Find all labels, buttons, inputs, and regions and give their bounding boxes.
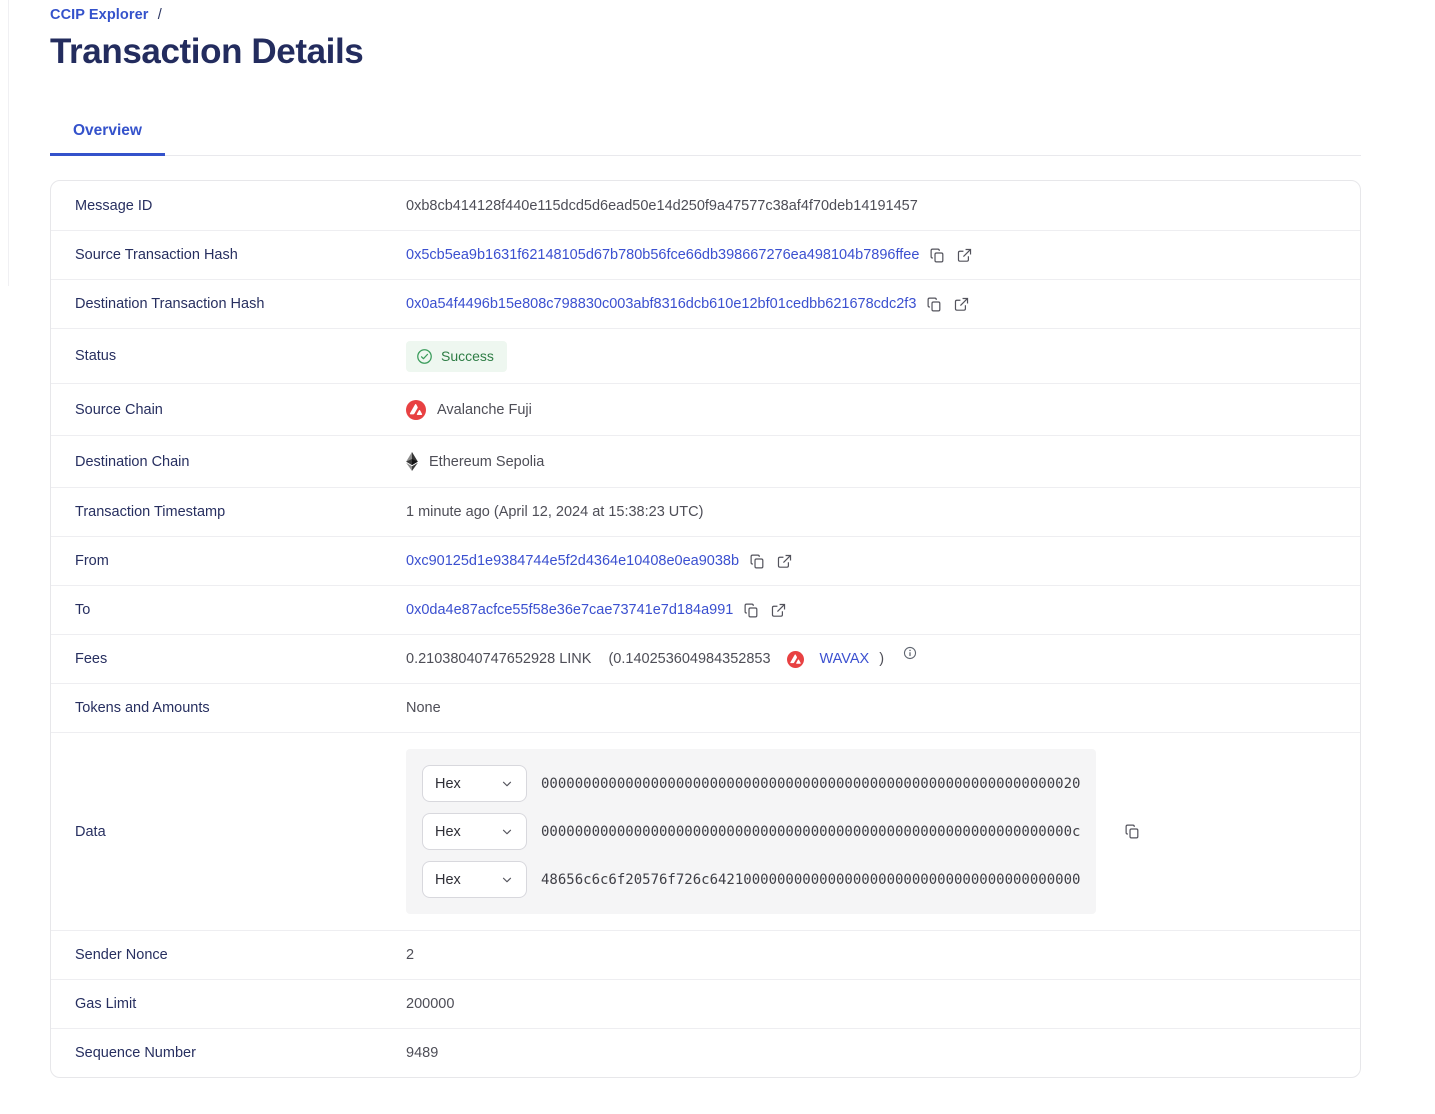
chevron-down-icon: [500, 825, 514, 839]
external-link-icon[interactable]: [953, 296, 970, 313]
external-link-icon[interactable]: [770, 602, 787, 619]
ethereum-icon: [406, 452, 418, 471]
to-address-link[interactable]: 0x0da4e87acfce55f58e36e7cae73741e7d184a9…: [406, 602, 734, 618]
hex-format-select[interactable]: Hex: [422, 813, 527, 850]
data-line-2: Hex 000000000000000000000000000000000000…: [422, 813, 1080, 850]
tab-overview[interactable]: Overview: [50, 122, 165, 156]
tokens-and-amounts-value: None: [406, 700, 441, 716]
table-row-destination-chain: Destination Chain Ethereum Sepolia: [51, 435, 1360, 487]
transaction-details-table: Message ID 0xb8cb414128f440e115dcd5d6ead…: [50, 180, 1361, 1078]
table-row-transaction-timestamp: Transaction Timestamp 1 minute ago (Apri…: [51, 487, 1360, 536]
row-label: Source Transaction Hash: [75, 247, 238, 263]
row-label: Sender Nonce: [75, 947, 168, 963]
table-row-tokens-and-amounts: Tokens and Amounts None: [51, 683, 1360, 732]
external-link-icon[interactable]: [776, 553, 793, 570]
external-link-icon[interactable]: [956, 247, 973, 264]
breadcrumb-link-ccip-explorer[interactable]: CCIP Explorer: [50, 7, 149, 23]
chevron-down-icon: [500, 873, 514, 887]
breadcrumb-separator: /: [157, 7, 162, 23]
copy-icon[interactable]: [743, 602, 760, 619]
fees-wavax-link[interactable]: WAVAX: [819, 651, 870, 667]
destination-chain-name: Ethereum Sepolia: [429, 453, 545, 470]
avalanche-icon: [406, 399, 426, 420]
data-hex-word-1: 0000000000000000000000000000000000000000…: [541, 775, 1081, 792]
copy-icon[interactable]: [1124, 823, 1141, 840]
table-row-message-id: Message ID 0xb8cb414128f440e115dcd5d6ead…: [51, 181, 1360, 230]
gas-limit-value: 200000: [406, 996, 455, 1012]
row-label: From: [75, 553, 109, 569]
status-badge-label: Success: [441, 348, 494, 364]
copy-icon[interactable]: [926, 296, 943, 313]
table-row-destination-transaction-hash: Destination Transaction Hash 0x0a54f4496…: [51, 279, 1360, 328]
data-hex-word-3: 48656c6c6f20576f726c64210000000000000000…: [541, 871, 1081, 888]
fees-wavax-amount: (0.140253604984352853: [608, 651, 771, 667]
from-address-link[interactable]: 0xc90125d1e9384744e5f2d4364e10408e0ea903…: [406, 553, 740, 569]
tab-bar: Overview: [50, 122, 1361, 156]
tab-overview-label: Overview: [73, 122, 142, 139]
table-row-status: Status Success: [51, 328, 1360, 383]
data-hex-panel: Hex 000000000000000000000000000000000000…: [406, 749, 1096, 914]
copy-icon[interactable]: [749, 553, 766, 570]
table-row-to: To 0x0da4e87acfce55f58e36e7cae73741e7d18…: [51, 585, 1360, 634]
table-row-sender-nonce: Sender Nonce 2: [51, 930, 1360, 979]
row-label: Status: [75, 348, 117, 364]
row-label: Source Chain: [75, 401, 163, 418]
row-label: Destination Chain: [75, 453, 190, 470]
info-icon[interactable]: [903, 646, 917, 664]
table-row-fees: Fees 0.21038040747652928 LINK (0.1402536…: [51, 634, 1360, 683]
row-label: Sequence Number: [75, 1045, 196, 1061]
table-row-source-chain: Source Chain Avalanche Fuji: [51, 383, 1360, 435]
row-label: Gas Limit: [75, 996, 137, 1012]
row-label: Transaction Timestamp: [75, 504, 226, 520]
row-label: Tokens and Amounts: [75, 700, 210, 716]
row-label: Data: [75, 823, 106, 840]
sequence-number-value: 9489: [406, 1045, 439, 1061]
breadcrumb: CCIP Explorer /: [50, 7, 1361, 23]
row-label: Message ID: [75, 197, 153, 214]
row-label: To: [75, 602, 91, 618]
check-circle-icon: [416, 348, 433, 365]
screen-edge-artifact: [8, 0, 9, 286]
status-badge: Success: [406, 340, 507, 372]
sender-nonce-value: 2: [406, 947, 415, 963]
table-row-sequence-number: Sequence Number 9489: [51, 1028, 1360, 1077]
data-line-3: Hex 48656c6c6f20576f726c6421000000000000…: [422, 861, 1080, 898]
table-row-from: From 0xc90125d1e9384744e5f2d4364e10408e0…: [51, 536, 1360, 585]
source-chain-name: Avalanche Fuji: [437, 401, 532, 418]
hex-format-select[interactable]: Hex: [422, 861, 527, 898]
row-label: Fees: [75, 651, 108, 667]
hex-format-select-value: Hex: [435, 823, 461, 840]
transaction-timestamp-value: 1 minute ago (April 12, 2024 at 15:38:23…: [406, 504, 704, 520]
chevron-down-icon: [500, 777, 514, 791]
main-content: CCIP Explorer / Transaction Details Over…: [50, 0, 1361, 1078]
data-hex-word-2: 0000000000000000000000000000000000000000…: [541, 823, 1081, 840]
source-transaction-hash-link[interactable]: 0x5cb5ea9b1631f62148105d67b780b56fce66db…: [406, 247, 920, 263]
table-row-source-transaction-hash: Source Transaction Hash 0x5cb5ea9b1631f6…: [51, 230, 1360, 279]
table-row-data: Data Hex 0000000000000000000000000000000…: [51, 732, 1360, 930]
data-line-1: Hex 000000000000000000000000000000000000…: [422, 765, 1080, 802]
table-row-gas-limit: Gas Limit 200000: [51, 979, 1360, 1028]
page-title: Transaction Details: [50, 32, 364, 71]
hex-format-select[interactable]: Hex: [422, 765, 527, 802]
hex-format-select-value: Hex: [435, 871, 461, 888]
row-label: Destination Transaction Hash: [75, 296, 265, 312]
fees-link-amount: 0.21038040747652928 LINK: [406, 651, 592, 667]
fees-close-paren: ): [879, 651, 885, 667]
copy-icon[interactable]: [929, 247, 946, 264]
avalanche-icon: [786, 650, 804, 668]
destination-transaction-hash-link[interactable]: 0x0a54f4496b15e808c798830c003abf8316dcb6…: [406, 296, 917, 312]
hex-format-select-value: Hex: [435, 775, 461, 792]
message-id-value: 0xb8cb414128f440e115dcd5d6ead50e14d250f9…: [406, 197, 918, 214]
